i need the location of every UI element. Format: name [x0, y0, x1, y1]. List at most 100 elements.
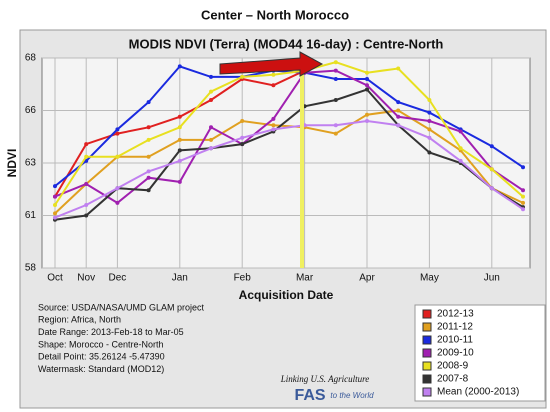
- data-point: [333, 131, 338, 136]
- data-point: [489, 167, 494, 172]
- x-tick-label: Apr: [359, 273, 375, 284]
- data-point: [396, 123, 401, 128]
- data-point: [333, 98, 338, 102]
- data-point: [427, 127, 432, 132]
- x-tick-label: Nov: [77, 273, 95, 284]
- data-point: [521, 200, 525, 205]
- data-point: [209, 146, 213, 151]
- data-point: [521, 188, 525, 193]
- data-point: [427, 150, 432, 155]
- data-point: [53, 194, 57, 199]
- data-point: [271, 116, 276, 121]
- x-tick-label: Dec: [109, 273, 127, 284]
- logo-text: to the World: [330, 391, 374, 400]
- data-point: [84, 182, 89, 186]
- data-point: [146, 100, 151, 105]
- x-tick-label: Feb: [234, 273, 252, 284]
- data-point: [521, 207, 525, 212]
- data-point: [146, 154, 151, 159]
- data-point: [396, 108, 401, 113]
- series-line: [54, 88, 524, 221]
- data-point: [458, 146, 463, 151]
- y-axis-title: NDVI: [5, 149, 19, 178]
- series-line: [54, 69, 524, 205]
- series-line: [54, 65, 524, 187]
- info-text: Shape: Morocco - Centre-North: [38, 339, 164, 349]
- data-point: [84, 154, 89, 159]
- legend-swatch: [422, 374, 432, 384]
- data-point: [209, 125, 213, 130]
- y-tick-label: 66: [25, 105, 37, 116]
- legend-label: 2007-8: [437, 374, 469, 385]
- series-line: [54, 119, 524, 219]
- data-point: [365, 87, 369, 92]
- legend-box: [414, 304, 546, 402]
- data-point: [489, 186, 494, 191]
- data-point: [521, 165, 525, 170]
- data-point: [209, 98, 213, 102]
- data-point: [271, 123, 276, 128]
- data-point: [84, 213, 89, 218]
- data-point: [365, 77, 369, 81]
- data-point: [53, 211, 57, 216]
- data-point: [84, 203, 89, 207]
- data-point: [365, 119, 369, 123]
- data-point: [177, 114, 182, 119]
- data-point: [333, 60, 338, 65]
- legend-swatch: [422, 322, 432, 332]
- data-point: [209, 89, 213, 94]
- data-point: [209, 137, 213, 142]
- data-point: [427, 98, 432, 102]
- x-tick-label: Oct: [47, 273, 63, 284]
- x-tick-label: Mar: [296, 273, 314, 284]
- data-point: [396, 100, 401, 105]
- data-point: [146, 137, 151, 142]
- data-point: [271, 72, 276, 77]
- data-point: [146, 175, 151, 180]
- data-point: [177, 125, 182, 130]
- x-axis-title: Acquisition Date: [239, 288, 334, 302]
- data-point: [84, 142, 89, 147]
- data-point: [177, 158, 182, 163]
- data-point: [146, 188, 151, 193]
- page-heading: Center – North Morocco: [201, 7, 349, 22]
- x-tick-label: Jan: [172, 273, 188, 284]
- legend-label: 2009-10: [437, 348, 474, 359]
- data-point: [115, 131, 120, 136]
- data-point: [115, 127, 120, 132]
- data-point: [427, 110, 432, 115]
- data-point: [240, 119, 245, 123]
- y-tick-label: 63: [25, 158, 37, 169]
- data-point: [53, 184, 57, 189]
- info-text: Region: Africa, North: [38, 315, 121, 325]
- data-point: [458, 129, 463, 134]
- data-point: [177, 64, 182, 69]
- legend-swatch: [422, 361, 432, 371]
- data-point: [489, 144, 494, 149]
- legend-swatch: [422, 348, 432, 358]
- arrow-annotation: [219, 51, 324, 77]
- data-point: [240, 142, 245, 147]
- data-point: [240, 74, 245, 79]
- data-point: [271, 83, 276, 88]
- data-point: [146, 169, 151, 174]
- info-text: Detail Point: 35.26124 -5.47390: [38, 352, 165, 362]
- data-point: [333, 68, 338, 73]
- legend-swatch: [422, 387, 432, 397]
- legend-swatch: [422, 335, 432, 345]
- legend-label: Mean (2000-2013): [437, 387, 519, 398]
- x-tick-label: May: [420, 273, 439, 284]
- data-point: [240, 135, 245, 140]
- legend-label: 2012-13: [437, 309, 474, 320]
- data-point: [365, 83, 369, 88]
- data-point: [333, 77, 338, 81]
- logo-text: FAS: [294, 387, 325, 404]
- data-point: [209, 74, 213, 79]
- legend-swatch: [422, 309, 432, 319]
- data-point: [396, 114, 401, 119]
- data-point: [427, 119, 432, 123]
- y-tick-label: 58: [25, 263, 37, 274]
- data-point: [396, 66, 401, 71]
- data-point: [458, 158, 463, 163]
